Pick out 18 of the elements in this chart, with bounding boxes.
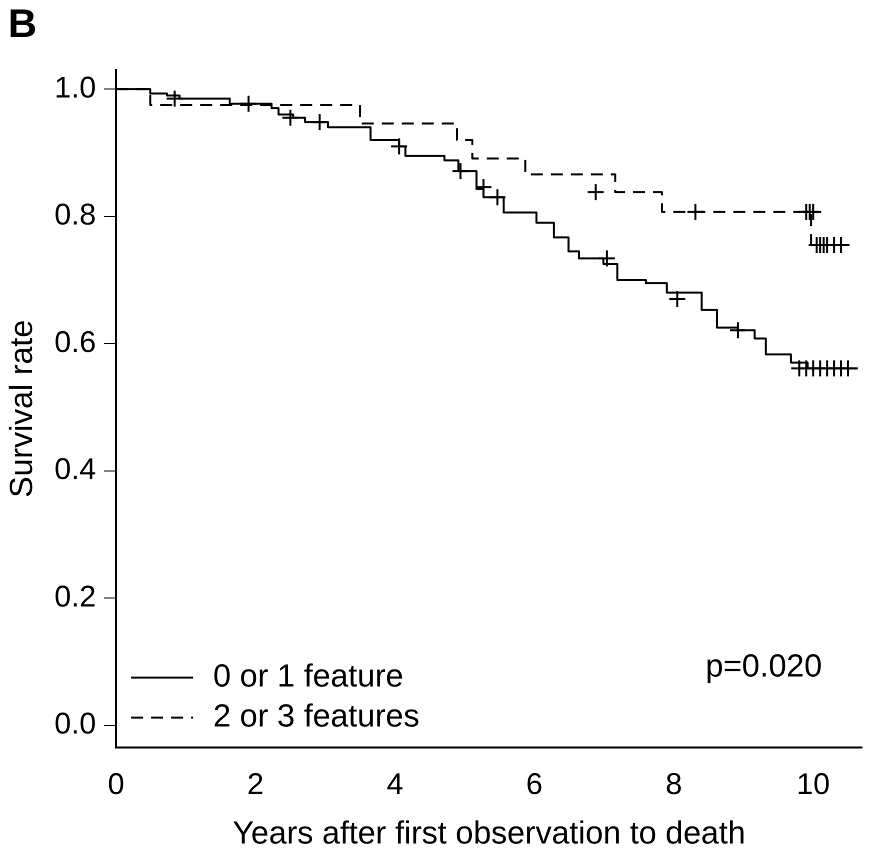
legend-label: 2 or 3 features xyxy=(213,697,420,734)
y-tick-label: 0.6 xyxy=(54,326,96,359)
chart-title: B xyxy=(8,2,37,47)
x-tick-label: 8 xyxy=(665,768,682,801)
x-tick-label: 4 xyxy=(386,768,404,801)
y-tick-label: 1.0 xyxy=(54,71,96,104)
legend-label: 0 or 1 feature xyxy=(213,657,404,694)
annotation: p=0.020 xyxy=(705,647,822,684)
y-axis-title: Survival rate xyxy=(3,320,40,498)
x-tick-label: 0 xyxy=(108,768,124,801)
y-tick-label: 0.0 xyxy=(54,708,96,741)
x-tick-label: 2 xyxy=(247,768,264,801)
y-tick-label: 0.2 xyxy=(54,580,96,614)
x-tick-label: 6 xyxy=(526,768,543,801)
y-tick-label: 0.4 xyxy=(54,453,96,486)
x-axis-title: Years after first observation to death xyxy=(232,814,746,851)
x-tick-label: 10 xyxy=(796,768,830,801)
y-tick-label: 0.8 xyxy=(54,198,96,232)
